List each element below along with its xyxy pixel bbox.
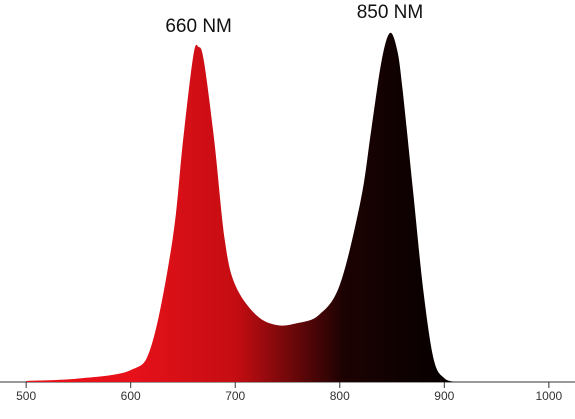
x-tick-label: 500 (16, 389, 36, 403)
x-tick-label: 800 (330, 389, 350, 403)
peak-label: 660 NM (165, 16, 232, 37)
x-tick-label: 1000 (536, 389, 563, 403)
x-tick-label: 600 (121, 389, 141, 403)
x-tick-label: 700 (225, 389, 245, 403)
x-tick-label: 900 (434, 389, 454, 403)
peak-label: 850 NM (357, 2, 424, 23)
spectrum-area (26, 32, 455, 382)
